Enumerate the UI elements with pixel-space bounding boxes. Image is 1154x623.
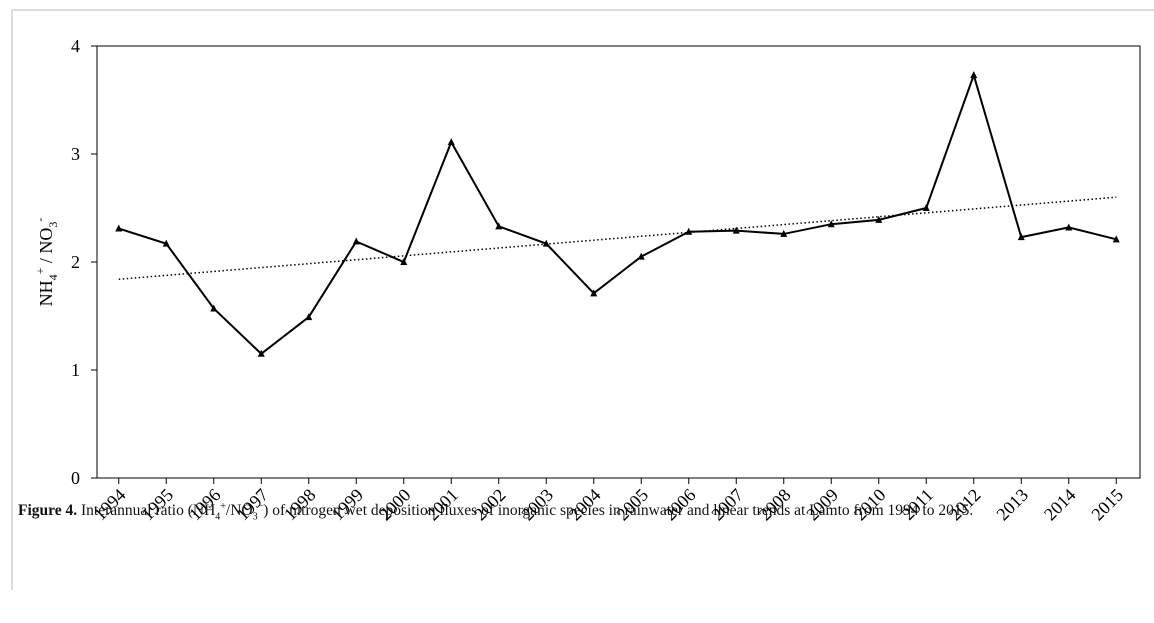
caption-text: 4 [215, 511, 221, 523]
caption: Figure 4. Interannual ratio (NH4+/NO3−) … [18, 496, 1138, 528]
marker [495, 222, 503, 230]
marker [400, 258, 408, 265]
y-tick-label: 4 [71, 36, 80, 56]
marker [257, 349, 265, 357]
y-label-part: / NO [36, 228, 56, 268]
y-tick-label: 0 [71, 468, 80, 488]
marker [590, 289, 598, 297]
marker [732, 226, 740, 234]
marker [875, 215, 883, 223]
marker [685, 227, 693, 235]
y-label-part: NH [36, 280, 56, 306]
marker [1017, 233, 1025, 241]
marker [1065, 223, 1073, 231]
y-tick-label: 3 [71, 144, 80, 164]
marker [352, 237, 360, 245]
marker [827, 220, 835, 228]
marker [780, 229, 788, 237]
marker [210, 304, 218, 312]
caption-text: ) of nitrogen wet deposition fluxes of i… [263, 502, 974, 520]
trend-line [118, 196, 1117, 281]
marker [305, 313, 313, 321]
marker [447, 138, 455, 146]
y-label-part: 4 [46, 274, 60, 280]
y-tick-label: 1 [71, 360, 80, 380]
y-label-part: 3 [46, 222, 60, 228]
y-label-part: + [33, 267, 47, 274]
caption-text: − [257, 501, 264, 512]
marker [922, 204, 930, 211]
caption-text: /NO [225, 502, 253, 520]
caption-text: Interannual ratio (NH [77, 502, 216, 520]
y-axis-label: NH4+ / NO3- [33, 218, 60, 307]
y-label-part: - [33, 218, 47, 222]
y-tick-label: 2 [71, 252, 80, 272]
marker [542, 239, 550, 247]
marker [970, 71, 978, 79]
caption-label: Figure 4. [18, 502, 78, 520]
marker [162, 239, 170, 247]
marker [637, 252, 645, 260]
data-line [118, 71, 1117, 356]
marker [1112, 235, 1120, 243]
caption-text: 3 [252, 511, 258, 523]
marker [115, 224, 123, 232]
caption-text: + [220, 501, 226, 512]
